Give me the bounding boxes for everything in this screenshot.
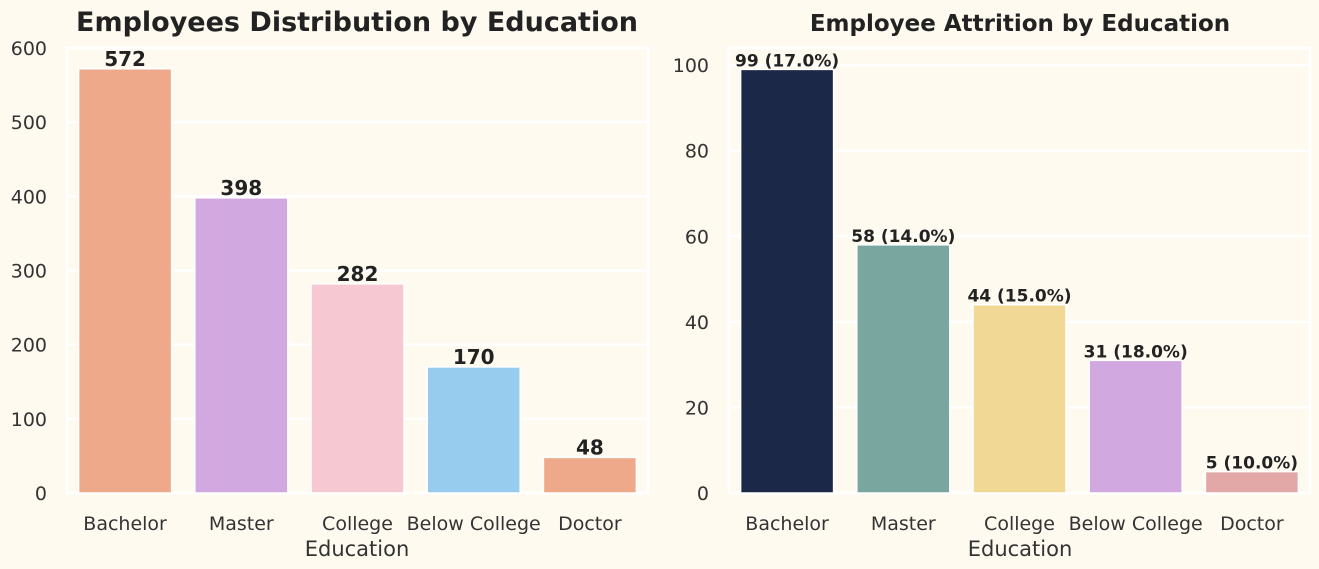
- y-tick-label: 0: [35, 483, 47, 505]
- x-tick-label: Below College: [407, 513, 541, 535]
- bar: [972, 303, 1067, 494]
- bar-value-label: 58 (14.0%): [851, 227, 955, 247]
- bar: [310, 283, 405, 494]
- x-tick-label: Below College: [1069, 513, 1203, 535]
- x-tick-label: Doctor: [1220, 513, 1284, 535]
- y-tick-label: 20: [685, 397, 709, 419]
- y-tick-label: 400: [11, 186, 47, 208]
- y-tick-label: 300: [11, 261, 47, 283]
- y-tick-label: 80: [685, 141, 709, 163]
- x-tick-label: Doctor: [558, 513, 622, 535]
- attrition-by-education-chart: 99 (17.0%) 58 (14.0%) 44 (15.0%) 31 (18.0%)…: [673, 11, 1312, 561]
- bar-value-label: 170: [453, 345, 495, 369]
- x-axis-ticks: Bachelor Master College Below College Doctor: [83, 513, 622, 535]
- x-tick-label: Bachelor: [745, 513, 829, 535]
- y-axis-ticks: 0 20 40 60 80 100: [673, 55, 709, 505]
- y-tick-label: 100: [11, 409, 47, 431]
- bar: [77, 68, 173, 494]
- bar: [1204, 470, 1300, 494]
- x-axis-ticks: Bachelor Master College Below College Doctor: [745, 513, 1284, 535]
- bar-value-label: 282: [337, 262, 379, 286]
- x-tick-label: College: [322, 513, 393, 535]
- bar: [194, 197, 289, 494]
- bar: [1088, 359, 1183, 494]
- y-tick-label: 60: [685, 226, 709, 248]
- education-distribution-chart: 572 398 282 170 48 0 100 200 300 400 500 600 Bache…: [11, 7, 650, 561]
- y-tick-label: 200: [11, 335, 47, 357]
- bar-labels: 99 (17.0%) 58 (14.0%) 44 (15.0%) 31 (18.0%)…: [735, 51, 1298, 473]
- bar: [856, 244, 951, 494]
- bar-labels: 572 398 282 170 48: [104, 47, 604, 460]
- bar-value-label: 5 (10.0%): [1206, 454, 1298, 474]
- bar-value-label: 572: [104, 47, 146, 71]
- chart-title: Employees Distribution by Education: [76, 7, 638, 38]
- y-tick-label: 500: [11, 112, 47, 134]
- bar-value-label: 44 (15.0%): [967, 287, 1071, 307]
- bar-value-label: 31 (18.0%): [1084, 342, 1188, 362]
- y-tick-label: 0: [697, 483, 709, 505]
- y-tick-label: 600: [11, 38, 47, 60]
- bar: [739, 68, 835, 494]
- x-axis-label: Education: [968, 537, 1073, 561]
- chart-title: Employee Attrition by Education: [810, 11, 1230, 37]
- bars: [739, 68, 1300, 494]
- x-axis-label: Education: [305, 537, 410, 561]
- bar-value-label: 398: [220, 176, 262, 200]
- bars: [77, 68, 638, 494]
- bar: [426, 366, 521, 494]
- x-tick-label: College: [984, 513, 1055, 535]
- x-tick-label: Master: [209, 513, 274, 535]
- x-tick-label: Master: [871, 513, 936, 535]
- bar-value-label: 99 (17.0%): [735, 51, 839, 71]
- y-axis-ticks: 0 100 200 300 400 500 600: [11, 38, 47, 505]
- bar: [542, 456, 638, 494]
- x-tick-label: Bachelor: [83, 513, 167, 535]
- y-tick-label: 100: [673, 55, 709, 77]
- bar-value-label: 48: [576, 435, 604, 459]
- y-tick-label: 40: [685, 312, 709, 334]
